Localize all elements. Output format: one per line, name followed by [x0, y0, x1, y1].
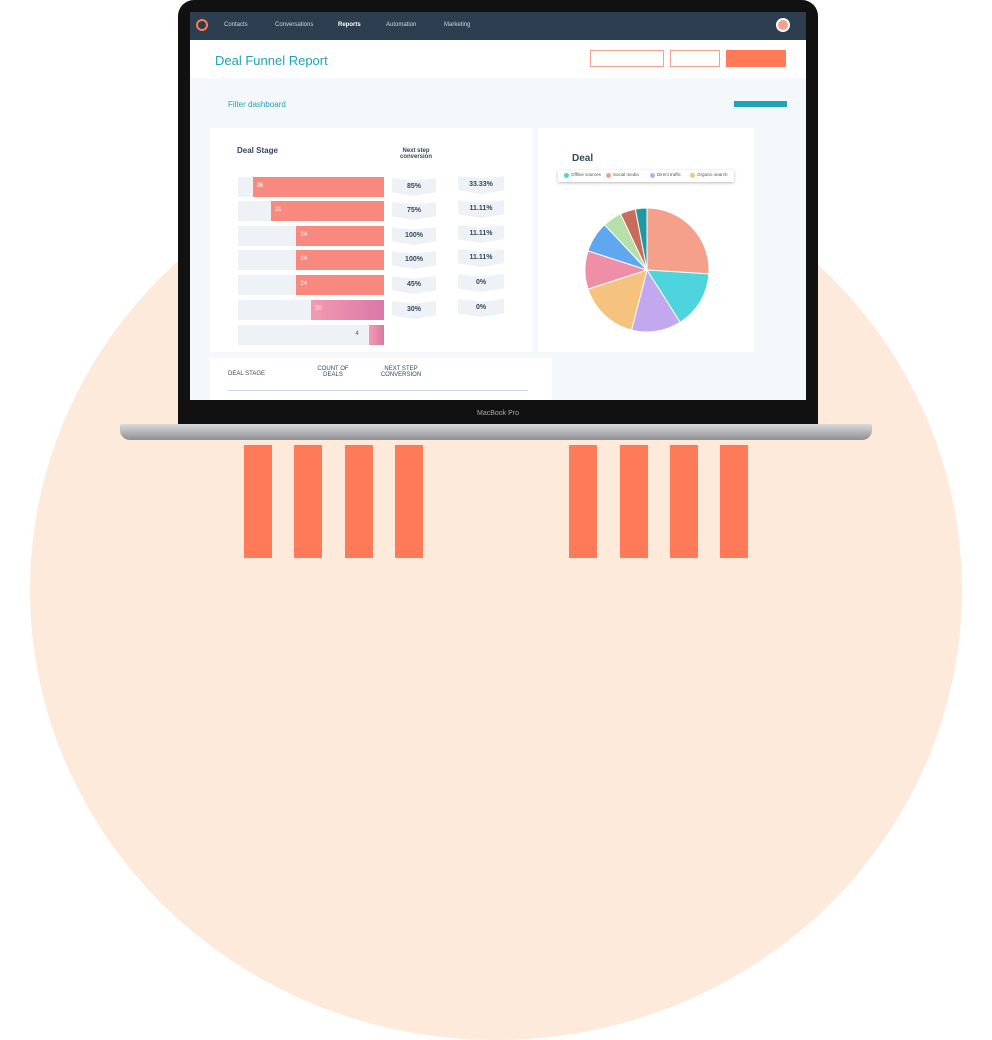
bar-label: 24: [300, 256, 308, 262]
bar-track: [238, 325, 384, 345]
stripe: [294, 445, 322, 558]
filter-link[interactable]: Filter dashboard: [228, 100, 286, 109]
table-header: COUNT OF DEALS: [317, 366, 349, 378]
next-step-rate: 100%: [392, 227, 436, 245]
legend-label: Organic search: [697, 172, 728, 177]
stripe: [345, 445, 373, 558]
bar-label: 24: [300, 281, 308, 287]
next-step-rate: 45%: [392, 276, 436, 294]
table-header: DEAL STAGE: [228, 371, 266, 377]
bar-label: 4: [355, 331, 359, 337]
logo[interactable]: [196, 19, 208, 31]
funnel-bar: [296, 250, 384, 270]
funnel-bar: [296, 275, 384, 295]
legend-label: Social media: [613, 172, 639, 177]
table-card: [210, 358, 552, 400]
legend-dot: [606, 173, 611, 178]
funnel-bar: [311, 300, 384, 320]
stripe: [244, 445, 272, 558]
cumulative-rate: 33.33%: [458, 176, 504, 194]
pie-slice: [634, 207, 648, 271]
report-title[interactable]: Deal Funnel Report: [215, 53, 328, 68]
legend-label: Offline sources: [571, 172, 601, 177]
legend-dot: [564, 173, 569, 178]
legend-dot: [690, 173, 695, 178]
header-button[interactable]: [670, 50, 720, 67]
cumulative-rate: 0%: [458, 299, 504, 317]
funnel-bar: [296, 226, 384, 246]
funnel-bar: [252, 177, 384, 197]
cumulative-rate: 11.11%: [458, 249, 504, 267]
stripe: [620, 445, 648, 558]
nav-bar: [190, 12, 806, 40]
nav-item[interactable]: Contacts: [224, 22, 248, 28]
nav-item[interactable]: Reports: [338, 22, 361, 28]
bar-label: 20: [315, 306, 322, 312]
table-rule: [228, 390, 528, 391]
header-button[interactable]: [726, 50, 786, 67]
stripe: [670, 445, 698, 558]
avatar[interactable]: [776, 18, 790, 32]
bar-label: 31: [274, 207, 282, 213]
legend-label: Direct traffic: [657, 172, 681, 177]
laptop-base: [120, 424, 872, 440]
toggle[interactable]: [734, 101, 787, 107]
pie-title: Deal: [572, 153, 594, 164]
funnel-title: Deal Stage: [237, 146, 278, 155]
cumulative-rate: 0%: [458, 274, 504, 292]
header-button[interactable]: [590, 50, 664, 67]
funnel-bar: [369, 325, 384, 345]
next-step-rate: 75%: [392, 202, 436, 220]
stripe: [569, 445, 597, 558]
conversion-header: Next step conversion: [399, 148, 432, 160]
device-label: MacBook Pro: [476, 410, 520, 417]
nav-item[interactable]: Marketing: [444, 22, 471, 28]
pie-slice: [646, 269, 710, 324]
nav-item[interactable]: Automation: [386, 22, 417, 28]
table-header: NEXT STEP CONVERSION: [380, 366, 422, 378]
cumulative-rate: 11.11%: [458, 200, 504, 218]
next-step-rate: 85%: [392, 178, 436, 196]
pie-slice: [587, 269, 648, 331]
bar-label: 36: [256, 183, 264, 189]
pie-slice: [646, 207, 710, 275]
legend-dot: [650, 173, 655, 178]
screen: Deal Funnel Report Filter dashboard Deal…: [190, 12, 806, 400]
funnel-bar: [270, 201, 384, 221]
next-step-rate: 100%: [392, 251, 436, 269]
page: {"nav":{"items":["Contacts","Conversatio…: [30, 0, 962, 1040]
bar-label: 24: [300, 232, 308, 238]
nav-item[interactable]: Conversations: [275, 22, 314, 28]
next-step-rate: 30%: [392, 301, 436, 319]
stripe: [720, 445, 748, 558]
pie-chart: [584, 207, 710, 333]
stripe: [395, 445, 423, 558]
cumulative-rate: 11.11%: [458, 225, 504, 243]
